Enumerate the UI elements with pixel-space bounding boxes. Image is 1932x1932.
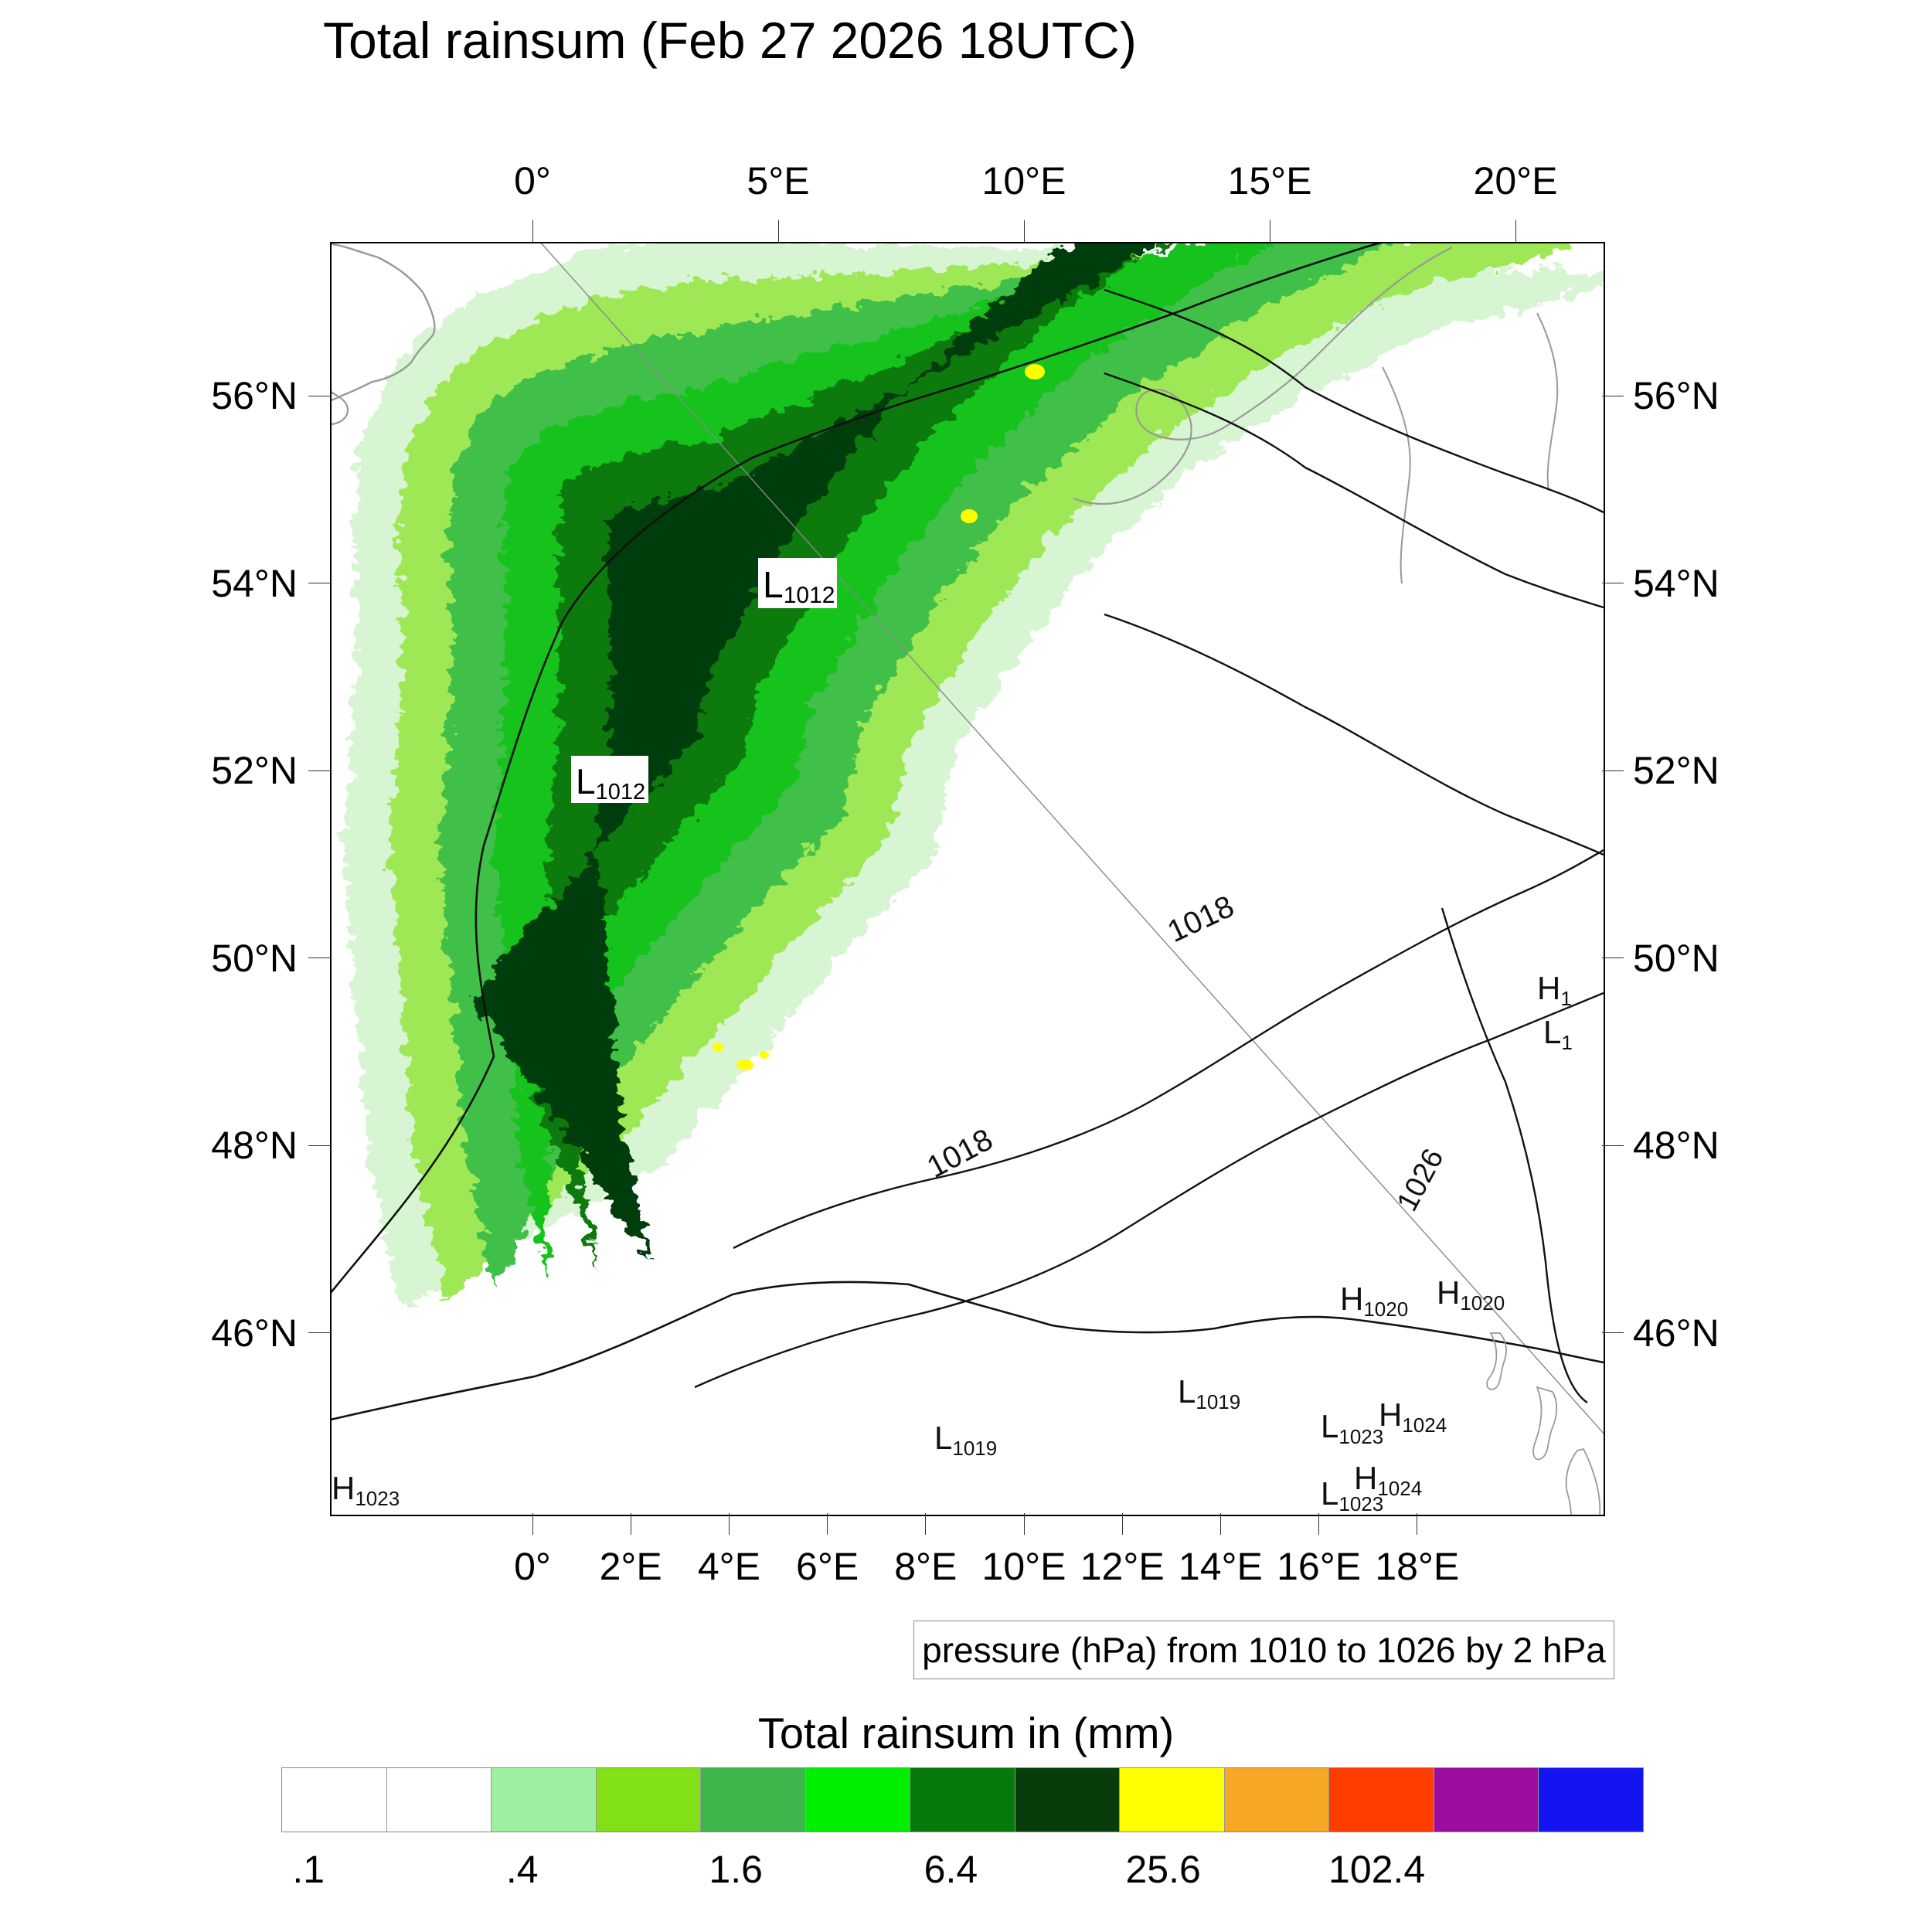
svg-text:H1023: H1023	[332, 1470, 400, 1510]
svg-text:1026: 1026	[1391, 1144, 1451, 1216]
svg-text:L1: L1	[1543, 1014, 1573, 1054]
svg-text:1018: 1018	[922, 1122, 998, 1185]
svg-text:H1020: H1020	[1340, 1281, 1408, 1321]
svg-text:L1023: L1023	[1321, 1408, 1383, 1448]
svg-text:H1: H1	[1537, 970, 1572, 1010]
svg-text:H1024: H1024	[1379, 1396, 1447, 1437]
svg-text:1018: 1018	[1162, 889, 1239, 949]
svg-text:L1019: L1019	[1178, 1373, 1240, 1413]
svg-text:L1019: L1019	[934, 1420, 997, 1460]
svg-text:H1020: H1020	[1437, 1274, 1505, 1315]
